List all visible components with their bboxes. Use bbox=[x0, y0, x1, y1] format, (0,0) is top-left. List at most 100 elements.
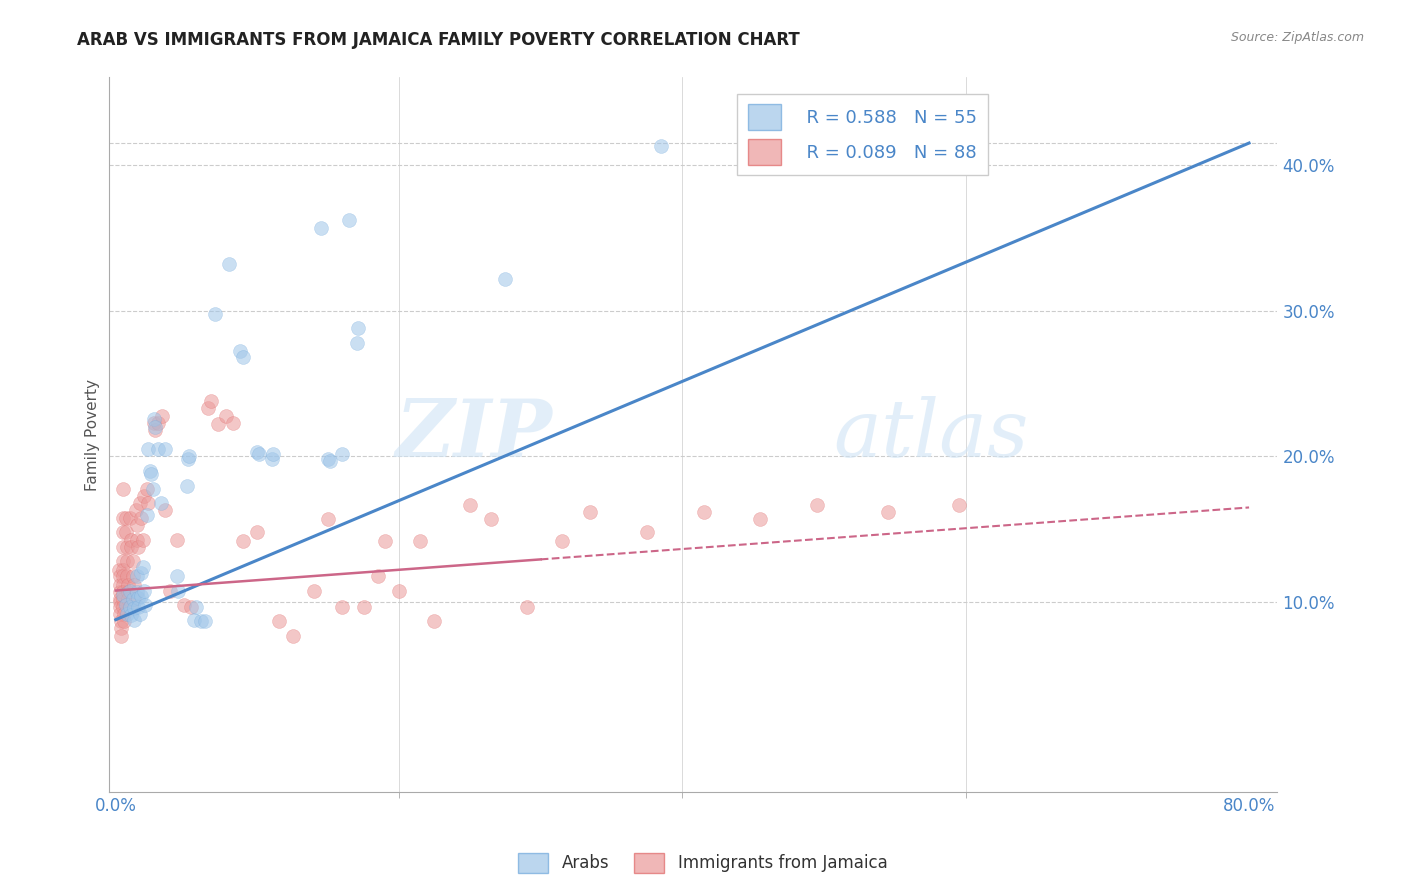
Point bbox=[339, 213, 361, 227]
Point bbox=[155, 503, 177, 517]
Point bbox=[117, 585, 139, 599]
Point bbox=[367, 569, 389, 583]
Point bbox=[111, 525, 134, 540]
Legend:   R = 0.588   N = 55,   R = 0.089   N = 88: R = 0.588 N = 55, R = 0.089 N = 88 bbox=[737, 94, 988, 176]
Point bbox=[281, 629, 304, 643]
Point bbox=[128, 607, 150, 621]
Point bbox=[127, 540, 149, 554]
Point bbox=[125, 585, 148, 599]
Point bbox=[458, 498, 481, 512]
Point bbox=[166, 533, 188, 547]
Point bbox=[111, 510, 134, 524]
Point bbox=[650, 139, 672, 153]
Point bbox=[111, 540, 134, 554]
Point bbox=[120, 540, 142, 554]
Point bbox=[108, 569, 131, 583]
Point bbox=[108, 585, 131, 599]
Point bbox=[108, 595, 131, 609]
Point bbox=[112, 607, 135, 621]
Point bbox=[692, 505, 714, 519]
Point bbox=[183, 613, 205, 627]
Point bbox=[114, 598, 136, 612]
Point bbox=[148, 416, 170, 430]
Point bbox=[122, 578, 145, 592]
Point bbox=[155, 442, 177, 457]
Point bbox=[218, 257, 240, 271]
Point bbox=[347, 321, 370, 335]
Point bbox=[108, 592, 131, 607]
Point bbox=[246, 525, 269, 540]
Point bbox=[110, 614, 132, 628]
Point bbox=[388, 583, 411, 598]
Point bbox=[124, 503, 146, 517]
Point bbox=[125, 533, 148, 547]
Point bbox=[117, 578, 139, 592]
Point bbox=[135, 508, 157, 522]
Point bbox=[127, 599, 149, 614]
Point bbox=[332, 599, 354, 614]
Point bbox=[316, 512, 339, 526]
Point bbox=[141, 482, 163, 496]
Point bbox=[110, 629, 132, 643]
Point bbox=[111, 592, 134, 607]
Point bbox=[267, 614, 290, 628]
Point bbox=[148, 442, 170, 457]
Point bbox=[332, 446, 354, 460]
Point bbox=[246, 445, 269, 459]
Point bbox=[179, 450, 201, 464]
Point bbox=[129, 566, 152, 580]
Point bbox=[374, 533, 396, 548]
Text: ARAB VS IMMIGRANTS FROM JAMAICA FAMILY POVERTY CORRELATION CHART: ARAB VS IMMIGRANTS FROM JAMAICA FAMILY P… bbox=[77, 31, 800, 49]
Point bbox=[876, 505, 898, 519]
Point bbox=[111, 588, 134, 602]
Legend: Arabs, Immigrants from Jamaica: Arabs, Immigrants from Jamaica bbox=[512, 847, 894, 880]
Point bbox=[108, 578, 131, 592]
Point bbox=[111, 482, 134, 496]
Point bbox=[127, 591, 149, 605]
Point bbox=[129, 590, 152, 604]
Point bbox=[479, 512, 502, 526]
Point bbox=[260, 452, 283, 467]
Point bbox=[125, 569, 148, 583]
Point bbox=[143, 416, 166, 430]
Point bbox=[551, 533, 574, 548]
Point bbox=[749, 512, 772, 526]
Point bbox=[110, 622, 132, 636]
Point bbox=[131, 560, 153, 574]
Point bbox=[111, 554, 134, 568]
Point bbox=[117, 592, 139, 607]
Y-axis label: Family Poverty: Family Poverty bbox=[86, 378, 100, 491]
Point bbox=[167, 583, 190, 598]
Text: ZIP: ZIP bbox=[396, 396, 553, 474]
Point bbox=[111, 599, 134, 614]
Point bbox=[176, 478, 198, 492]
Point bbox=[111, 578, 134, 592]
Point bbox=[107, 563, 129, 577]
Point bbox=[131, 533, 153, 547]
Point bbox=[115, 607, 138, 621]
Point bbox=[215, 409, 238, 423]
Point bbox=[132, 489, 155, 503]
Point bbox=[166, 569, 188, 583]
Point bbox=[111, 569, 134, 583]
Point bbox=[122, 601, 145, 615]
Point bbox=[409, 533, 432, 548]
Point bbox=[111, 585, 134, 599]
Point bbox=[200, 394, 222, 409]
Point bbox=[309, 220, 332, 235]
Point bbox=[112, 614, 135, 628]
Point bbox=[636, 525, 658, 540]
Point bbox=[121, 569, 143, 583]
Point bbox=[121, 554, 143, 568]
Point bbox=[132, 583, 155, 598]
Point bbox=[180, 599, 202, 614]
Point bbox=[302, 583, 325, 598]
Point bbox=[138, 464, 160, 478]
Point bbox=[122, 592, 145, 607]
Point bbox=[346, 335, 368, 350]
Point bbox=[115, 540, 138, 554]
Point bbox=[353, 599, 375, 614]
Point bbox=[145, 420, 167, 434]
Point bbox=[115, 569, 138, 583]
Point bbox=[143, 411, 166, 425]
